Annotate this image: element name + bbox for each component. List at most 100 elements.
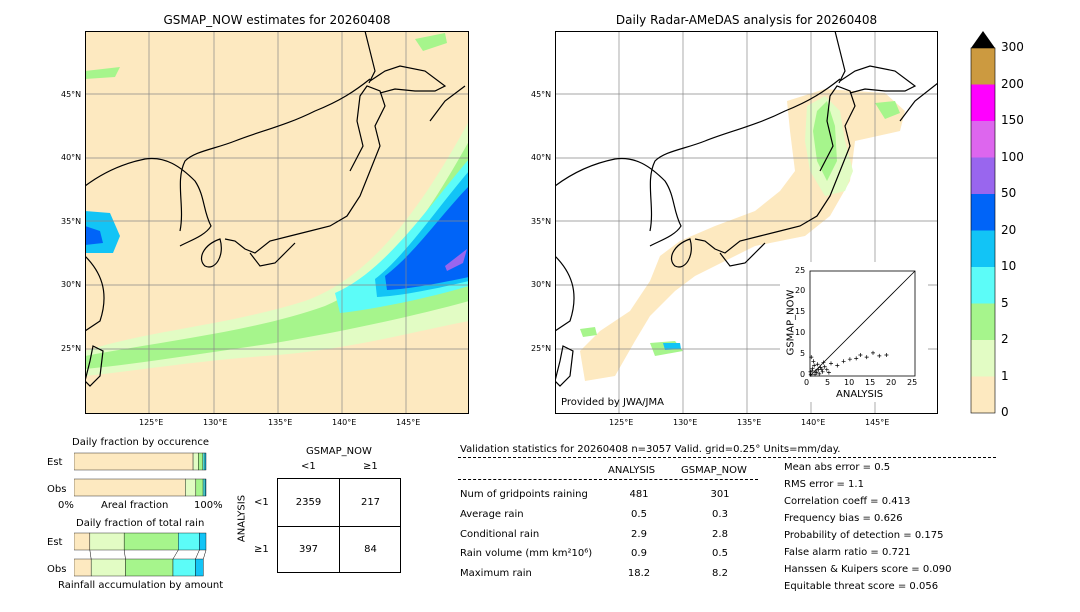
colorbar-frame xyxy=(970,47,996,414)
scatter-y-tick: 25 xyxy=(795,266,806,275)
occurrence-bar-segment xyxy=(202,478,206,497)
scatter-point xyxy=(822,364,827,369)
colorbar-tick-label: 100 xyxy=(1001,149,1024,164)
colorbar-segment xyxy=(971,84,995,121)
colorbar-segment xyxy=(971,340,995,377)
scatter-x-tick: 0 xyxy=(804,378,810,387)
scatter-point xyxy=(820,369,825,374)
occurrence-x-left: 0% xyxy=(58,500,74,511)
scatter-point xyxy=(847,357,852,362)
rain-band-north xyxy=(415,33,447,51)
rain-fraction-x-label: Rainfall accumulation by amount xyxy=(58,580,224,591)
validation-divider xyxy=(458,457,996,458)
rain-fraction-connector xyxy=(89,549,92,560)
validation-row-gsmap: 0.3 xyxy=(712,509,728,520)
occurrence-bar-segment xyxy=(74,452,194,471)
contingency-row-header: ANALYSIS xyxy=(236,494,248,543)
rain-fraction-bar-segment xyxy=(199,532,207,551)
radar-rain-2mm xyxy=(813,101,837,181)
rain-fraction-bar-segment xyxy=(89,532,125,551)
rain-fraction-bar-segment xyxy=(178,532,200,551)
scatter-point xyxy=(813,368,818,373)
scatter-point xyxy=(854,356,859,361)
validation-row-analysis: 481 xyxy=(629,489,649,500)
left-lon-tick: 135°E xyxy=(268,418,293,427)
contingency-col-label: ≥1 xyxy=(363,461,378,472)
scatter-point xyxy=(829,361,833,366)
scatter-point xyxy=(815,362,820,367)
validation-row-label: Num of gridpoints raining xyxy=(460,489,588,500)
right-lon-tick: 130°E xyxy=(673,418,698,427)
colorbar-segment xyxy=(971,194,995,231)
validation-row-analysis: 0.5 xyxy=(631,509,647,520)
colorbar-tick-label: 20 xyxy=(1001,222,1017,237)
scatter-point xyxy=(808,372,813,377)
scatter-point xyxy=(877,353,882,358)
contingency-hline xyxy=(278,526,400,527)
contingency-cell: 84 xyxy=(364,544,377,555)
radar-rain-east xyxy=(875,101,900,119)
colorbar-segment xyxy=(971,121,995,158)
scatter-point xyxy=(824,367,829,372)
scatter-diagonal xyxy=(809,270,916,377)
left-lon-tick: 145°E xyxy=(396,418,421,427)
colorbar-segment xyxy=(971,303,995,340)
colorbar-tick-label: 10 xyxy=(1001,259,1017,273)
left-lat-tick: 35°N xyxy=(61,217,82,226)
score-line: False alarm ratio = 0.721 xyxy=(784,547,911,558)
contingency-cell: 397 xyxy=(298,544,319,555)
colorbar-segment xyxy=(971,157,995,194)
left-lat-tick: 25°N xyxy=(61,344,82,353)
left-lat-tick: 40°N xyxy=(61,153,82,162)
occurrence-bar-segment xyxy=(185,478,197,497)
scatter-point xyxy=(884,353,889,357)
rain-fraction-connector xyxy=(172,549,179,560)
scatter-point xyxy=(811,359,816,364)
rain-fraction-bar-segment xyxy=(123,532,179,551)
score-line: Frequency bias = 0.626 xyxy=(784,513,903,524)
rain-band-2mm xyxy=(85,141,469,369)
score-line: Correlation coeff = 0.413 xyxy=(784,496,911,507)
validation-row-label: Average rain xyxy=(460,509,524,520)
colorbar-tick-label: 0 xyxy=(1001,405,1009,419)
contingency-cell: 217 xyxy=(360,497,381,508)
validation-header: Validation statistics for 20260408 n=305… xyxy=(460,444,841,455)
scatter-point xyxy=(808,369,813,374)
colorbar-segment xyxy=(971,376,995,413)
score-line: Probability of detection = 0.175 xyxy=(784,530,944,541)
validation-col-analysis: ANALYSIS xyxy=(608,465,656,476)
scatter-point xyxy=(871,350,875,355)
left-map xyxy=(85,31,469,414)
rain-fraction-obs-label: Obs xyxy=(47,564,67,575)
contingency-col-label: <1 xyxy=(301,461,316,472)
right-map xyxy=(555,31,938,414)
occurrence-bar-segment xyxy=(204,452,207,471)
validation-row-gsmap: 0.5 xyxy=(712,548,728,559)
scatter-point xyxy=(858,353,863,357)
contingency-cell: 2359 xyxy=(295,497,322,508)
occurrence-bar-segment xyxy=(192,452,199,471)
colorbar-segment xyxy=(971,230,995,267)
scatter-point xyxy=(812,363,817,368)
validation-row-label: Rain volume (mm km²10⁶) xyxy=(460,548,593,559)
colorbar-tick-label: 1 xyxy=(1001,368,1009,383)
right-lon-tick: 145°E xyxy=(865,418,890,427)
validation-col-gsmap: GSMAP_NOW xyxy=(681,465,747,476)
occurrence-bar-chart xyxy=(74,452,207,497)
right-lat-tick: 30°N xyxy=(531,280,552,289)
scatter-x-tick: 5 xyxy=(825,378,831,387)
rain-band-nw xyxy=(85,67,120,79)
scatter-x-tick: 15 xyxy=(865,378,876,387)
validation-row-label: Maximum rain xyxy=(460,568,532,579)
scatter-x-tick: 10 xyxy=(844,378,855,387)
colorbar-segment xyxy=(971,48,995,85)
occurrence-x-right: 100% xyxy=(194,500,223,511)
occurrence-bar-segment xyxy=(204,478,207,497)
occurrence-bar-segment xyxy=(195,478,204,497)
contingency-row-label: ≥1 xyxy=(254,544,269,555)
right-lat-tick: 40°N xyxy=(531,153,552,162)
validation-row-gsmap: 2.8 xyxy=(712,529,728,540)
validation-row-gsmap: 8.2 xyxy=(712,568,728,579)
right-lat-tick: 45°N xyxy=(531,90,552,99)
left-map-grid xyxy=(85,31,469,414)
